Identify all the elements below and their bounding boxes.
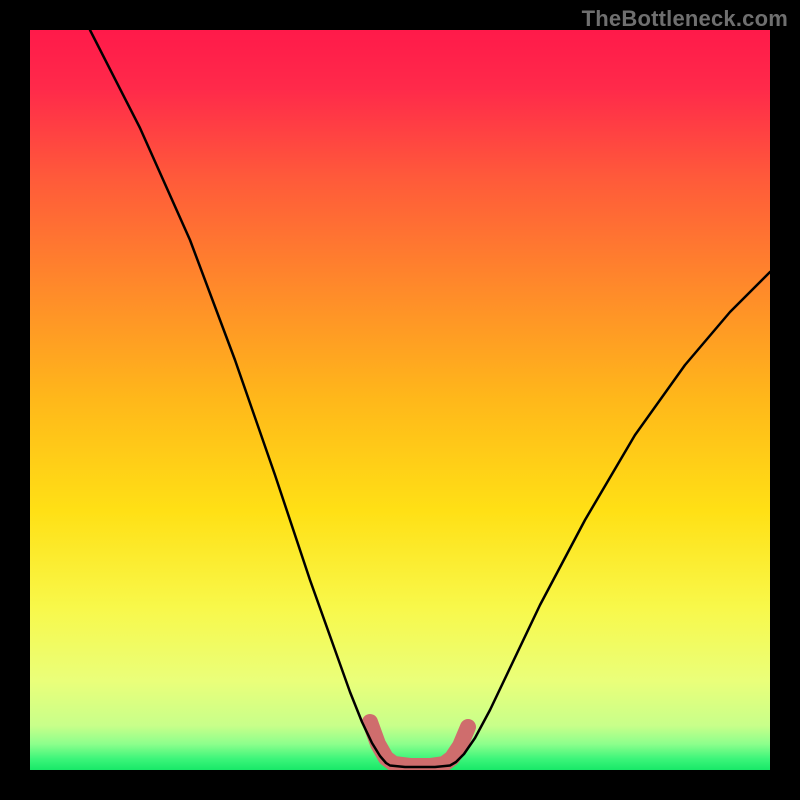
- watermark-text: TheBottleneck.com: [582, 6, 788, 32]
- curve-layer: [30, 30, 770, 770]
- chart-canvas: TheBottleneck.com: [0, 0, 800, 800]
- bottleneck-curve: [90, 30, 770, 767]
- plot-area: [30, 30, 770, 770]
- valley-highlight: [370, 722, 468, 766]
